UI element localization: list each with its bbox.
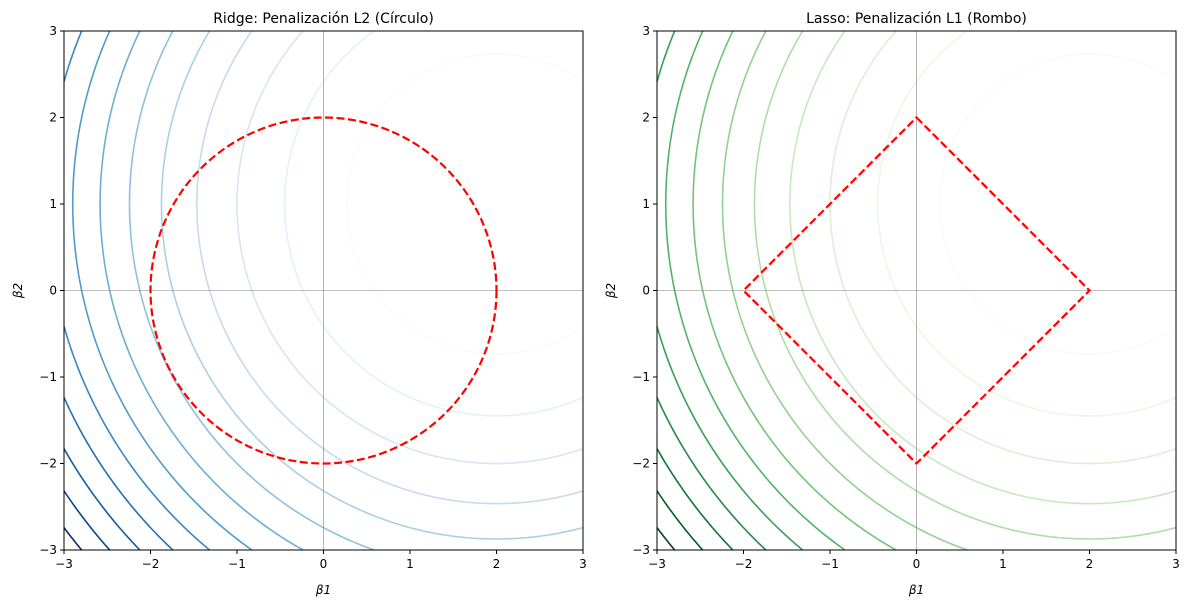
y-tick-label: −2 (39, 457, 57, 471)
y-tick-label: 3 (49, 24, 57, 38)
y-tick-label: 2 (49, 111, 57, 125)
l1-constraint-diamond (741, 115, 1092, 466)
x-tick-label: 1 (999, 557, 1007, 571)
y-tick-label: −1 (39, 370, 57, 384)
contour-level-21 (692, 30, 897, 551)
x-tick-label: 2 (493, 557, 501, 571)
x-tick-label: −3 (648, 557, 666, 571)
contour-level-15 (160, 30, 584, 540)
contour-level-24 (71, 30, 253, 551)
y-tick-label: −1 (632, 370, 650, 384)
y-tick-label: 1 (49, 197, 57, 211)
ridge-contours (63, 30, 584, 551)
ridge-panel: Ridge: Penalización L2 (Círculo) β1 β2 (11, 11, 434, 597)
contour-level-12 (789, 30, 1177, 505)
contour-level-36 (63, 490, 111, 551)
lasso-ylabel: β2 (604, 283, 618, 299)
contour-level-6 (283, 30, 584, 417)
ridge-title: Ridge: Penalización L2 (Círculo) (213, 11, 434, 27)
l2-constraint-circle (149, 116, 498, 465)
contour-level-21 (99, 30, 304, 551)
ridge-plot-area: −3 −2 −1 0 1 2 3 −3 −2 −1 0 1 2 3 (39, 24, 587, 571)
x-tick-label: 3 (1172, 557, 1180, 571)
y-tick-label: 1 (642, 197, 650, 211)
contour-level-9 (829, 30, 1177, 465)
x-tick-label: −2 (735, 557, 753, 571)
y-tick-label: −2 (632, 457, 650, 471)
lasso-xlabel: β1 (908, 583, 924, 597)
x-tick-label: −2 (142, 557, 160, 571)
x-tick-label: −1 (228, 557, 246, 571)
lasso-plot-area: −3 −2 −1 0 1 2 3 −3 −2 −1 0 1 2 3 (632, 24, 1180, 571)
contour-level-33 (63, 448, 141, 551)
x-tick-label: 1 (406, 557, 414, 571)
contour-level-18 (128, 30, 375, 551)
contour-level-36 (656, 490, 704, 551)
y-tick-label: 2 (642, 111, 650, 125)
contour-level-39 (63, 527, 83, 551)
y-tick-label: 3 (642, 24, 650, 38)
lasso-contours (656, 30, 1177, 551)
ridge-xlabel: β1 (315, 583, 331, 597)
contour-level-39 (656, 527, 676, 551)
contour-level-6 (876, 30, 1177, 417)
contour-level-15 (753, 30, 1177, 540)
contour-level-3 (345, 53, 584, 355)
contour-level-24 (664, 30, 846, 551)
ridge-ylabel: β2 (11, 283, 25, 299)
x-tick-label: −3 (55, 557, 73, 571)
x-tick-label: 0 (320, 557, 328, 571)
contour-level-30 (656, 397, 767, 551)
contour-level-27 (63, 30, 211, 551)
x-tick-label: 3 (579, 557, 587, 571)
lasso-title: Lasso: Penalización L1 (Rombo) (806, 11, 1027, 27)
contour-level-33 (656, 448, 734, 551)
y-tick-label: 0 (49, 284, 57, 298)
contour-level-3 (938, 53, 1177, 355)
contour-level-9 (236, 30, 584, 465)
contour-level-30 (63, 397, 174, 551)
x-tick-label: −1 (821, 557, 839, 571)
y-tick-label: 0 (642, 284, 650, 298)
y-tick-label: −3 (39, 543, 57, 557)
contour-level-12 (196, 30, 584, 505)
x-tick-label: 2 (1086, 557, 1094, 571)
contour-level-27 (656, 30, 804, 551)
x-tick-label: 0 (913, 557, 921, 571)
contour-level-18 (721, 30, 968, 551)
y-tick-label: −3 (632, 543, 650, 557)
lasso-panel: Lasso: Penalización L1 (Rombo) β1 β2 (604, 11, 1027, 597)
